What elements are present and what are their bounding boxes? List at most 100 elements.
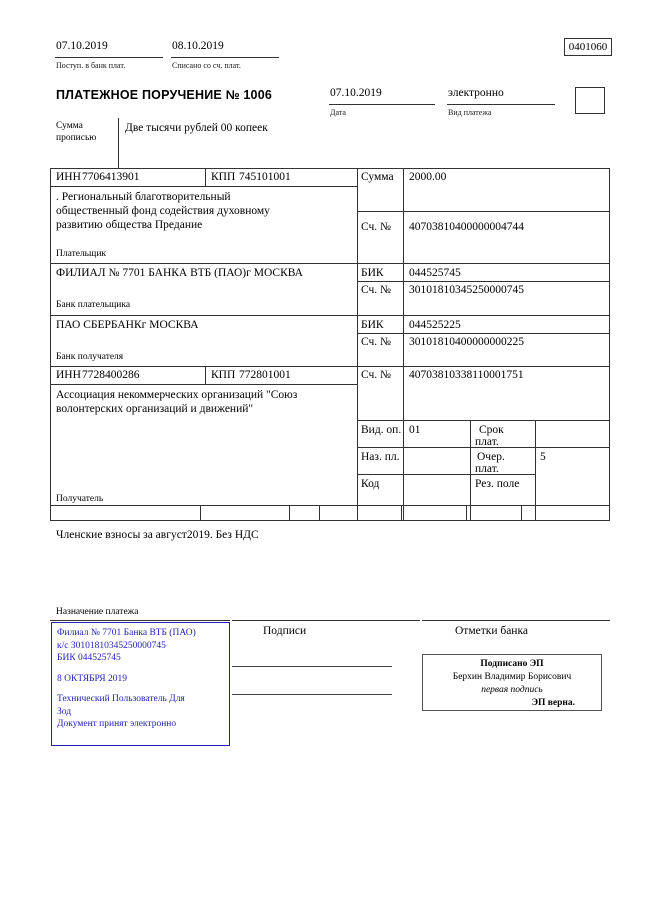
payer-bank-bik-value: 044525745 <box>409 267 461 279</box>
stamp-line-7: Документ принят электронно <box>57 719 177 729</box>
payer-bank-caption: Банк плательщика <box>56 300 131 310</box>
date-underline <box>329 104 435 105</box>
signatures-caption: Подписи <box>263 625 307 637</box>
signature-valid-text: ЭП верна. <box>531 698 575 708</box>
payee-bank-account-label: Сч. № <box>361 336 392 348</box>
payer-inn-value: 7706413901 <box>82 171 140 183</box>
vid-op-value: 01 <box>409 424 421 436</box>
debited-date-value: 08.10.2019 <box>172 40 224 52</box>
payer-bank-bik-label: БИК <box>361 267 384 279</box>
payee-inn-label: ИНН <box>56 369 81 381</box>
budget-cell-divider-4 <box>401 505 402 520</box>
budget-cell-divider-1 <box>200 505 201 520</box>
payer-account-label: Сч. № <box>361 221 392 233</box>
table-midcol-divider <box>357 168 358 520</box>
budget-cell-divider-2 <box>289 505 290 520</box>
bottom-section-rule-mid <box>232 620 420 621</box>
stamp-line-6: Зод <box>57 706 72 717</box>
signature-order: первая подпись <box>481 685 543 695</box>
payer-kpp-label: КПП <box>211 171 236 183</box>
payer-bank-bik-bottom <box>357 281 610 282</box>
ocher-plat-label-line2: плат. <box>475 463 499 475</box>
payer-inn-label: ИНН <box>56 171 81 183</box>
payee-name-line2: волонтерских организаций и движений" <box>56 403 254 415</box>
vid-op-label: Вид. оп. <box>361 424 402 436</box>
payer-name-line3: развитию общества Предание <box>56 219 203 231</box>
stamp-line-3: БИК 044525745 <box>57 653 121 663</box>
bottom-section-rule-right <box>422 620 610 621</box>
amount-in-words-label-line1: Сумма <box>56 121 83 131</box>
payee-bank-name: ПАО СБЕРБАНКг МОСКВА <box>56 319 199 331</box>
payer-name-line2: общественный фонд содействия духовному <box>56 205 270 217</box>
stamp-line-5: Технический Пользователь Для <box>57 694 185 704</box>
stamp-gap-1 <box>57 665 224 673</box>
amount-value: 2000.00 <box>409 171 447 183</box>
signer-name: Берхин Владимир Борисович <box>452 672 572 682</box>
electronic-signature-box: Подписано ЭП Берхин Владимир Борисович п… <box>422 654 602 711</box>
purpose-text: Членские взносы за август2019. Без НДС <box>56 529 259 541</box>
budget-cell-divider-6 <box>521 505 522 520</box>
srok-plat-label-line2: плат. <box>475 436 499 448</box>
payee-bank-account-value: 30101810400000000225 <box>409 336 524 348</box>
payee-name-line1: Ассоциация некоммерческих организаций "С… <box>56 389 298 401</box>
budget-cell-divider-3 <box>319 505 320 520</box>
operation-row-divider-2 <box>357 474 535 475</box>
purpose-caption: Назначение платежа <box>56 607 139 617</box>
form-code-box: 0401060 <box>564 38 612 56</box>
stamp-gap-2 <box>57 685 224 693</box>
signed-label: Подписано ЭП <box>480 659 544 669</box>
payer-inn-row-bottom <box>50 186 357 187</box>
payer-caption: Плательщик <box>56 249 107 259</box>
payer-kpp-value: 745101001 <box>239 171 291 183</box>
payer-bank-account-value: 30101810345250000745 <box>409 284 524 296</box>
signature-line-2 <box>232 694 392 695</box>
payee-account-label: Сч. № <box>361 369 392 381</box>
stamp-line-4: 8 ОКТЯБРЯ 2019 <box>57 673 127 684</box>
ocher-plat-label-line1: Очер. <box>477 451 505 463</box>
payee-bank-block-bottom <box>50 366 610 367</box>
payee-bank-caption: Банк получателя <box>56 352 124 362</box>
budget-row-top <box>50 505 610 506</box>
payer-name-line1: . Региональный благотворительный <box>56 191 231 203</box>
received-date-label: Поступ. в банк плат. <box>56 61 126 70</box>
payee-bank-bik-bottom <box>357 333 610 334</box>
payer-inn-kpp-divider <box>205 168 206 186</box>
document-title: ПЛАТЕЖНОЕ ПОРУЧЕНИЕ № 1006 <box>56 88 273 102</box>
payee-bank-bik-value: 044525225 <box>409 319 461 331</box>
amount-in-words-label-line2: прописью <box>56 133 97 143</box>
kod-label: Код <box>361 478 380 490</box>
payment-kind-underline <box>447 104 555 105</box>
payee-caption: Получатель <box>56 494 104 504</box>
table-left-border <box>50 168 51 520</box>
operation-grid-top <box>357 420 610 421</box>
operation-col-divider-1 <box>470 420 471 520</box>
payee-inn-kpp-divider <box>205 366 206 384</box>
srok-plat-label-line1: Срок <box>479 424 504 436</box>
debited-date-label: Списано со сч. плат. <box>172 61 241 70</box>
debited-date-underline <box>171 57 279 58</box>
budget-row-bottom <box>50 520 610 521</box>
payee-kpp-value: 772801001 <box>239 369 291 381</box>
operation-row-divider-1 <box>357 447 535 448</box>
rez-pole-label: Рез. поле <box>475 478 520 490</box>
signature-line-1 <box>232 666 392 667</box>
payer-block-bottom <box>50 263 610 264</box>
date-value: 07.10.2019 <box>330 87 382 99</box>
payee-kpp-label: КПП <box>211 369 236 381</box>
stamp-line-2: к/с 30101810345250000745 <box>57 640 166 651</box>
amount-label: Сумма <box>361 171 394 183</box>
operation-row-divider-3 <box>470 447 610 448</box>
table-labelcol-divider <box>403 168 404 520</box>
payment-kind-value: электронно <box>448 87 504 99</box>
payer-bank-account-label: Сч. № <box>361 284 392 296</box>
payee-account-value: 40703810338110001751 <box>409 369 524 381</box>
electronic-bank-stamp: Филиал № 7701 Банка ВТБ (ПАО) к/с 301018… <box>51 622 230 746</box>
amount-in-words-divider <box>118 118 119 168</box>
payment-kind-label: Вид платежа <box>448 108 492 117</box>
received-date-value: 07.10.2019 <box>56 40 108 52</box>
bottom-section-rule-left <box>50 620 230 621</box>
operation-col-divider-2 <box>535 420 536 520</box>
payer-account-value: 40703810400000004744 <box>409 221 524 233</box>
bank-marks-caption: Отметки банка <box>455 625 528 637</box>
